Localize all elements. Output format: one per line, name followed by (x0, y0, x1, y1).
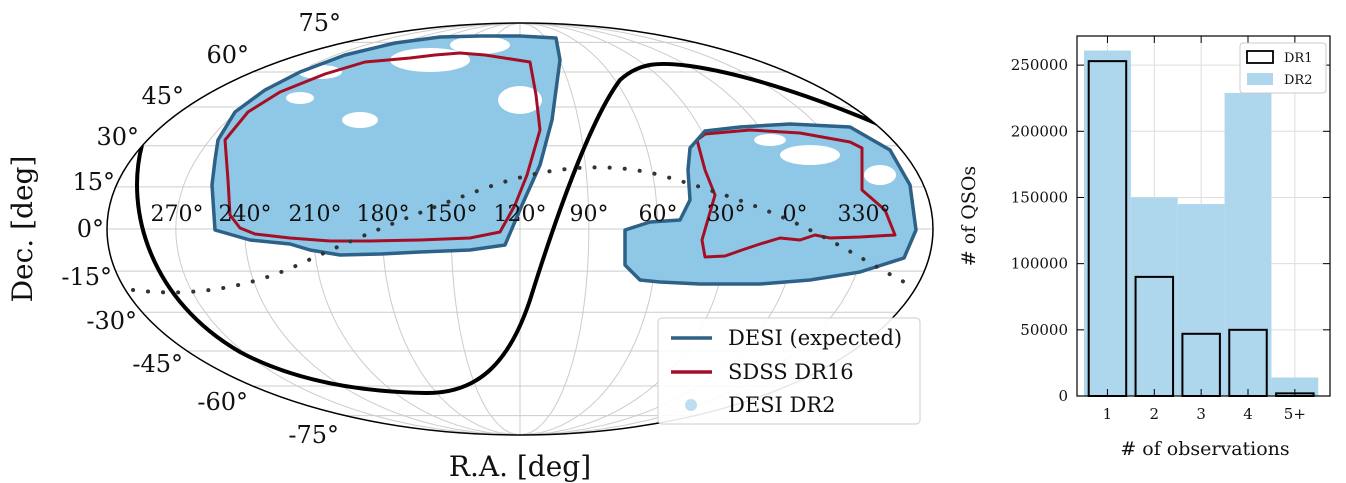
bar-dr2 (1130, 197, 1178, 396)
dec-tick-label: 15° (72, 168, 115, 196)
desi-dr2-ngc-fill (212, 36, 560, 255)
ra-tick-label: 270° (151, 202, 204, 227)
ra-tick-label: 330° (838, 202, 891, 227)
hist-ylabel: # of QSOs (958, 166, 980, 266)
ra-tick-label: 90° (570, 202, 609, 227)
desi-expected-outline (210, 34, 918, 286)
hist-ticks: 0 50000 100000 150000 200000 250000 1 2 3 4 5+ (1011, 36, 1330, 423)
hist-xtick-label: 2 (1150, 405, 1160, 423)
bar-dr2 (1224, 92, 1272, 396)
ra-tick-label: 150° (425, 202, 478, 227)
hist-ytick-label: 100000 (1011, 255, 1068, 273)
dec-tick-label: 45° (141, 82, 184, 110)
desi-dr2-gaps (286, 36, 896, 185)
ra-tick-labels: 270° 240° 210° 180° 150° 120° 90° 60° 30… (151, 202, 891, 227)
map-xlabel: R.A. [deg] (449, 450, 591, 483)
hist-legend-label-dr1: DR1 (1284, 51, 1312, 66)
bar-dr2 (1177, 204, 1225, 396)
dec-tick-label: -45° (132, 350, 183, 378)
desi-expected-ngc-outline (210, 34, 562, 257)
dec-tick-label: 60° (206, 41, 249, 69)
desi-dr2-region (212, 36, 916, 284)
dec-tick-label: -30° (86, 307, 137, 335)
hist-legend-label-dr2: DR2 (1284, 73, 1312, 88)
sky-map-panel: 270° 240° 210° 180° 150° 120° 90° 60° 30… (6, 9, 934, 483)
hist-xtick-label: 4 (1243, 405, 1253, 423)
dec-tick-label: -60° (197, 388, 248, 416)
legend-label-desi-dr2: DESI DR2 (728, 393, 836, 417)
hist-legend: DR1 DR2 (1239, 42, 1327, 94)
hist-legend-swatch-dr2 (1247, 73, 1273, 85)
dec-tick-label: 75° (298, 9, 341, 37)
dec-tick-label: 0° (77, 215, 104, 243)
legend-label-desi-expected: DESI (expected) (728, 326, 902, 350)
legend-label-sdss-dr16: SDSS DR16 (728, 360, 854, 384)
histogram-panel: 0 50000 100000 150000 200000 250000 1 2 3 4 5+ # o… (958, 35, 1331, 460)
ra-tick-label: 120° (494, 202, 547, 227)
hist-frame (1076, 35, 1331, 397)
hist-xlabel: # of observations (1120, 438, 1289, 460)
galactic-plane-line (135, 61, 926, 396)
ra-tick-label: 30° (707, 202, 746, 227)
ra-tick-label: 210° (289, 202, 342, 227)
desi-expected-sgc-outline (623, 122, 918, 286)
dec-tick-label: -15° (61, 263, 112, 291)
ra-tick-label: 240° (219, 202, 272, 227)
ra-tick-label: 0° (783, 202, 808, 227)
map-border (106, 22, 934, 436)
bar-dr2 (1271, 377, 1319, 396)
hist-ytick-label: 50000 (1020, 321, 1068, 339)
hist-ytick-label: 150000 (1011, 188, 1068, 206)
hist-xtick-label: 3 (1196, 405, 1206, 423)
dec-tick-labels: 75° 60° 45° 30° 15° 0° -15° -30° -45° -6… (61, 9, 341, 449)
map-ylabel: Dec. [deg] (6, 156, 39, 303)
bar-dr2 (1084, 50, 1131, 396)
ecliptic-line (131, 165, 914, 295)
dec-tick-label: -75° (288, 421, 339, 449)
hist-xtick-label: 1 (1103, 405, 1113, 423)
dec-tick-label: 30° (96, 123, 139, 151)
legend-marker-desi-dr2 (685, 399, 697, 411)
hist-xtick-label: 5+ (1284, 405, 1306, 423)
map-legend: DESI (expected) SDSS DR16 DESI DR2 (657, 317, 921, 425)
ra-tick-label: 60° (639, 202, 678, 227)
sdss-dr16-ngc-outline (223, 51, 542, 243)
hist-legend-swatch-dr1 (1246, 50, 1274, 64)
map-legend-box (657, 317, 921, 425)
map-grid-meridian (519, 23, 590, 435)
hist-ytick-label: 0 (1058, 387, 1068, 405)
ra-tick-label: 180° (357, 202, 410, 227)
hist-ytick-label: 200000 (1011, 122, 1068, 140)
hist-ytick-label: 250000 (1011, 56, 1068, 74)
desi-dr2-sgc-fill (625, 124, 916, 284)
